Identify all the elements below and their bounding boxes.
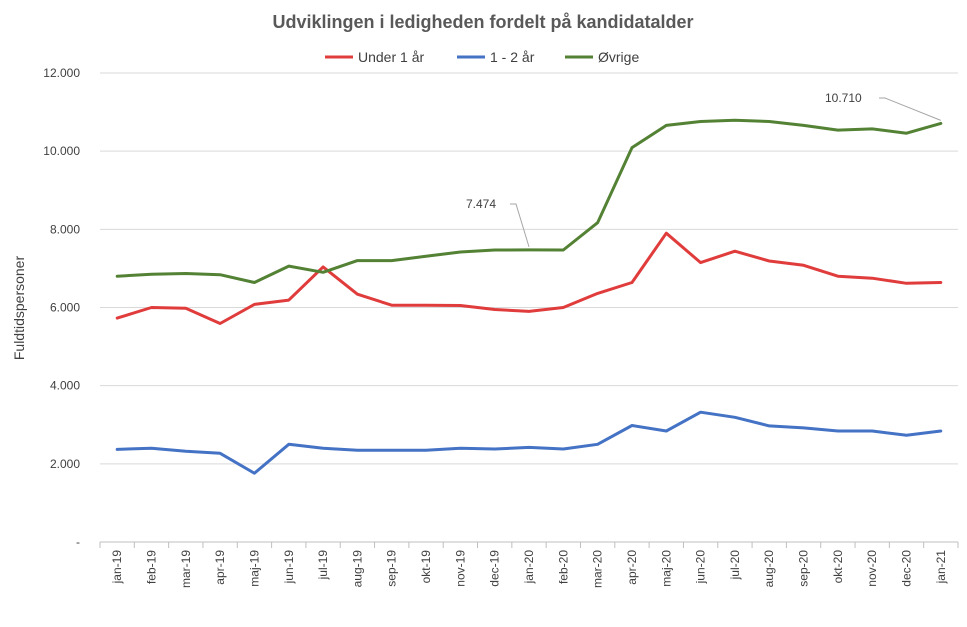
x-tick-label: jan-21 [934, 550, 948, 585]
x-tick-label: feb-19 [144, 550, 158, 584]
annotation-leader [879, 97, 941, 121]
x-tick-label: jan-20 [522, 550, 536, 585]
x-tick-label: apr-20 [625, 550, 639, 585]
y-tick-label: 12.000 [43, 66, 80, 80]
x-tick-label: jun-19 [282, 550, 296, 585]
y-tick-label: 10.000 [43, 144, 80, 158]
x-tick-label: dec-20 [900, 550, 914, 587]
x-tick-label: jul-19 [316, 550, 330, 581]
x-tick-label: okt-20 [831, 550, 845, 584]
x-tick-label: sep-19 [385, 550, 399, 587]
x-tick-label: aug-19 [350, 550, 364, 588]
annotation-leader [510, 203, 530, 248]
data-label: 7.474 [466, 197, 496, 211]
x-axis: jan-19 feb-19 mar-19 apr-19 maj-19 jun-19 jul-… [99, 541, 959, 588]
y-tick-label: - [76, 535, 80, 549]
x-tick-label: aug-20 [762, 550, 776, 588]
legend-label: Øvrige [598, 49, 639, 65]
x-tick-label: dec-19 [488, 550, 502, 587]
y-axis-label: Fuldtidspersoner [11, 256, 27, 361]
series-line-under-1-r [115, 231, 943, 325]
x-tick-label: jun-20 [694, 550, 708, 585]
gridlines [100, 72, 958, 465]
y-tick-label: 8.000 [50, 222, 80, 236]
y-tick-label: 2.000 [50, 457, 80, 471]
chart-title: Udviklingen i ledigheden fordelt på kand… [272, 12, 693, 32]
x-tick-label: jul-20 [728, 550, 742, 581]
x-tick-label: apr-19 [213, 550, 227, 585]
legend-label: 1 - 2 år [490, 49, 535, 65]
y-axis-ticks: - 2.000 4.000 6.000 8.000 10.000 12.000 [43, 66, 80, 549]
x-tick-label: feb-20 [556, 550, 570, 584]
x-tick-label: nov-19 [453, 550, 467, 587]
x-tick-label: sep-20 [797, 550, 811, 587]
x-tick-label: maj-20 [659, 550, 673, 587]
y-tick-label: 6.000 [50, 301, 80, 315]
x-tick-label: okt-19 [419, 550, 433, 584]
y-tick-label: 4.000 [50, 379, 80, 393]
series-lines [115, 118, 943, 475]
data-label: 10.710 [825, 91, 862, 105]
x-tick-label: maj-19 [247, 550, 261, 587]
series-line-1-2-r [115, 410, 943, 475]
x-tick-label: mar-19 [179, 550, 193, 588]
legend-label: Under 1 år [358, 49, 424, 65]
x-tick-label: nov-20 [865, 550, 879, 587]
x-tick-label: mar-20 [591, 550, 605, 588]
legend: Under 1 år 1 - 2 år Øvrige [325, 49, 639, 65]
x-tick-label: jan-19 [110, 550, 124, 585]
annotations: 7.474 10.710 [466, 91, 941, 248]
series-line--vrige [115, 118, 943, 284]
